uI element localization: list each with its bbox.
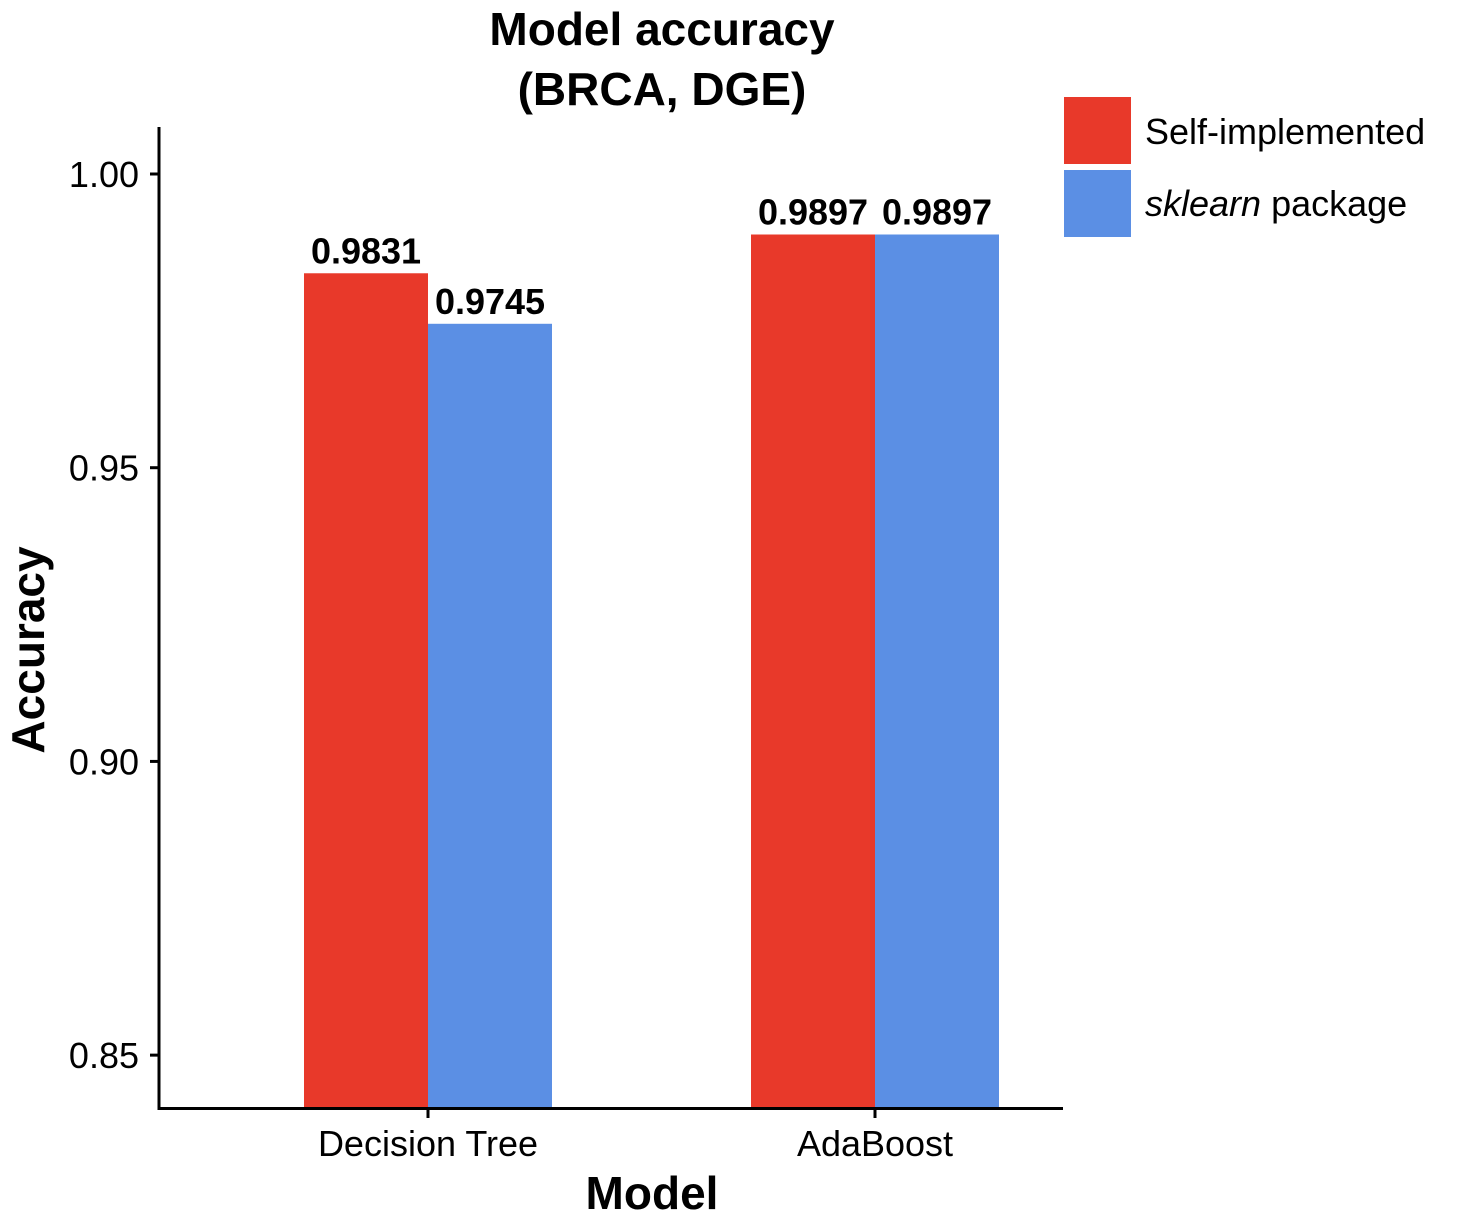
legend-label-sklearn-package: sklearn package [1145,183,1407,224]
y-tick-label-2: 0.95 [69,448,139,489]
chart-title-line-1: Model accuracy [489,3,835,55]
bars-layer [304,234,999,1109]
data-label-adaboost-series-0: 0.9897 [758,191,868,232]
data-label-decision-tree-series-0: 0.9831 [311,230,421,271]
y-axis-title: Accuracy [2,546,54,754]
legend-label-1-text: package [1261,183,1407,224]
legend-swatch-sklearn-package [1064,170,1131,237]
chart-title-line-2: (BRCA, DGE) [518,63,807,115]
y-tick-label-0: 0.85 [69,1035,139,1076]
bar-decision-tree-series-0 [304,273,428,1108]
data-labels-layer: 0.9831 0.9745 0.9897 0.9897 [311,191,992,321]
y-tick-label-3: 1.00 [69,154,139,195]
x-tick-label-1: AdaBoost [797,1123,953,1164]
bar-decision-tree-series-1 [428,323,552,1108]
y-tick-label-1: 0.90 [69,741,139,782]
bar-adaboost-series-1 [875,234,999,1109]
legend: Self-implemented sklearn package [1064,97,1425,237]
bar-adaboost-series-0 [751,234,875,1109]
data-label-adaboost-series-1: 0.9897 [882,191,992,232]
legend-label-self-implemented: Self-implemented [1145,111,1425,152]
x-tick-label-0: Decision Tree [318,1123,538,1164]
y-ticks-layer: 0.85 0.90 0.95 1.00 [69,154,159,1076]
x-ticks-layer: Decision Tree AdaBoost [318,1108,953,1164]
x-axis-title: Model [586,1167,719,1219]
legend-label-1-italic: sklearn [1145,183,1261,224]
legend-swatch-self-implemented [1064,97,1131,164]
legend-label-0-text: Self-implemented [1145,111,1425,152]
data-label-decision-tree-series-1: 0.9745 [435,281,545,322]
